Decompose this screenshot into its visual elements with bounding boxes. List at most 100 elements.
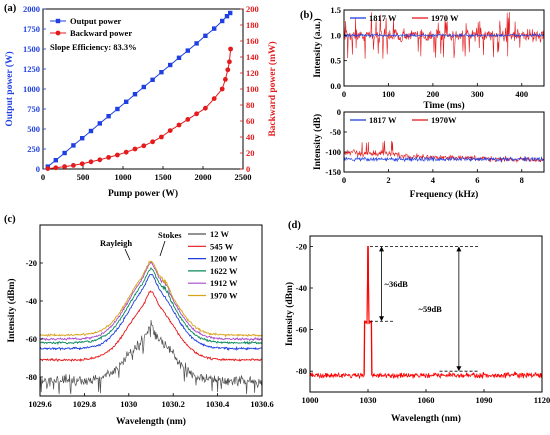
panel-b-top-trace-1817: [343, 32, 545, 38]
panel-a-annotation: Slope Efficiency: 83.3%: [50, 42, 137, 52]
panel-d-xlabel: Wavelength (nm): [391, 413, 461, 424]
panel-b-bottom-ytick-label: 0: [337, 107, 341, 117]
panel-d-ytick-label: -80: [296, 366, 307, 376]
panel-a-series-0-point: [80, 136, 85, 141]
panel-a-series-0-point: [159, 70, 164, 75]
panel-b-bottom-legend-label: 1817 W: [369, 115, 397, 125]
panel-a-series-1-point: [45, 166, 51, 172]
panel-b-bottom-xtick-label: 8: [520, 175, 524, 185]
panel-a-ytick-label: 1250: [23, 64, 40, 74]
panel-a-series-0-point: [53, 158, 58, 163]
panel-a-series-0-point: [132, 92, 138, 97]
panel-a-right-ytick-label: 60: [246, 116, 255, 126]
panel-c-legend-label: 1970 W: [210, 291, 238, 301]
panel-b-top-ylabel: Intensity (a.u.): [312, 18, 323, 77]
panel-d-arrow-59-head-down: [456, 366, 462, 372]
panel-c-arrow-stokes: [159, 240, 166, 257]
panel-a-xtick-label: 1500: [155, 172, 172, 182]
panel-c-ytick-label: -60: [26, 334, 37, 344]
panel-d-arrow-36-head-down: [379, 316, 385, 322]
panel-c-xtick-label: 1030.4: [206, 399, 230, 409]
panel-a-series-1-point: [62, 164, 67, 170]
panel-c-legend-label: 545 W: [210, 241, 234, 251]
panel-a-series-1-point: [228, 46, 234, 52]
panel-d-ytick-label: -60: [296, 325, 307, 335]
panel-a-right-ytick-label: 100: [246, 84, 259, 94]
panel-a-series-0-point: [224, 14, 230, 19]
panel-d-arrow-36-head-up: [379, 246, 385, 252]
panel-a-series-0-point: [124, 99, 129, 104]
panel-a-series-1-point: [106, 155, 111, 160]
panel-a-series-0-point: [220, 18, 225, 24]
panel-c-legend-label: 1200 W: [210, 254, 238, 264]
panel-a-legend-label: Backward power: [70, 28, 132, 38]
panel-a-series-1-point: [115, 152, 120, 158]
panel-label-d: (d): [288, 220, 301, 231]
panel-a-series-1-point: [141, 143, 147, 149]
panel-b-top-xlabel: Time (ms): [423, 100, 464, 111]
panel-c-legend-label: 12 W: [210, 229, 229, 239]
panel-a-series-1-point: [203, 105, 208, 111]
panel-a-right-ytick-label: 40: [246, 132, 255, 142]
panel-a-series-1-point: [219, 86, 225, 92]
panel-b-bottom-xlabel: Frequency (kHz): [410, 189, 479, 200]
panel-c-xlabel: Wavelength (nm): [116, 416, 186, 427]
panel-c-arrow-rayleigh: [124, 248, 131, 261]
panel-a-series-1-point: [227, 59, 232, 65]
panel-b-top-ytick-label: 0.0: [330, 81, 341, 91]
panel-b-top-ytick-label: 1.5: [330, 5, 341, 15]
panel-a-series-0-point: [141, 84, 146, 90]
panel-a-right-ytick-label: 180: [246, 20, 259, 30]
panel-a-right-ytick-label: 0: [246, 164, 250, 174]
panel-c-xtick-label: 1029.6: [28, 399, 51, 409]
panel-a-series-1-point: [79, 161, 85, 167]
panel-b-top-legend-label: 1817 W: [369, 13, 397, 23]
panel-a-ytick-label: 1500: [23, 44, 40, 54]
panel-c-ytick-label: -80: [26, 372, 37, 382]
panel-a-ytick-label: 0: [36, 164, 40, 174]
panel-a-series-0-point: [212, 26, 217, 31]
panel-b-bottom-trace-1970: [343, 140, 545, 163]
panel-a-ylabel: Output power (W): [4, 51, 15, 126]
panel-a-series-1-point: [159, 134, 164, 140]
panel-a-series-1-point: [71, 163, 76, 168]
panel-b-bottom-xtick-label: 0: [342, 175, 346, 185]
panel-d-xtick-label: 1090: [476, 395, 493, 405]
panel-d-annotation-59: ~59dB: [419, 304, 443, 314]
panel-a-series-0-point: [228, 10, 233, 16]
panel-a-xtick-label: 0: [41, 172, 45, 182]
panel-d-spectrum: [310, 245, 543, 380]
panel-a-series-1-point: [194, 111, 200, 117]
panel-c-series-2-line: [39, 273, 263, 352]
panel-a-ytick-label: 500: [27, 124, 40, 134]
panel-a-series-0-point: [203, 33, 208, 38]
panel-b-top-xtick-label: 400: [515, 89, 528, 99]
panel-a-series-1-point: [176, 122, 182, 128]
panel-a-ytick-label: 1750: [23, 24, 40, 34]
panel-a-series-0-point: [97, 121, 102, 126]
panel-d-xtick-label: 1000: [302, 395, 319, 405]
panel-d-ylabel: Intensity (dBm): [284, 282, 295, 346]
panel-a-series-1-point: [132, 146, 138, 152]
panel-a-right-ytick-label: 20: [246, 148, 255, 158]
panel-a-xtick-label: 1000: [115, 172, 132, 182]
panel-a-series-0-point: [168, 62, 173, 68]
panel-c-annotation-rayleigh: Rayleigh: [100, 238, 132, 248]
panel-a-series-1-point: [150, 139, 156, 145]
panel-d-annotation-36: ~36dB: [385, 279, 409, 289]
panel-c-series-4-line: [39, 261, 263, 342]
panel-a-series-0-point: [176, 55, 182, 60]
panel-c-xtick-label: 1030.6: [250, 399, 273, 409]
panel-d-xtick-label: 1120: [534, 395, 550, 405]
panel-a-series-0-point: [150, 77, 155, 82]
panel-a-legend-marker: [55, 30, 61, 36]
panel-c-series-1-line: [39, 290, 263, 363]
panel-c-ytick-label: -40: [26, 296, 37, 306]
panel-a-right-ytick-label: 200: [246, 4, 259, 14]
panel-b-bottom-frame: [343, 111, 545, 173]
panel-a-series-1-point: [225, 67, 231, 73]
panel-a-xtick-label: 2000: [195, 172, 212, 182]
panel-b-top-ytick-label: 1.0: [330, 30, 341, 40]
panel-b-bottom-ylabel: Intensity (dB): [312, 114, 323, 170]
panel-c-xtick-label: 1030: [120, 399, 137, 409]
